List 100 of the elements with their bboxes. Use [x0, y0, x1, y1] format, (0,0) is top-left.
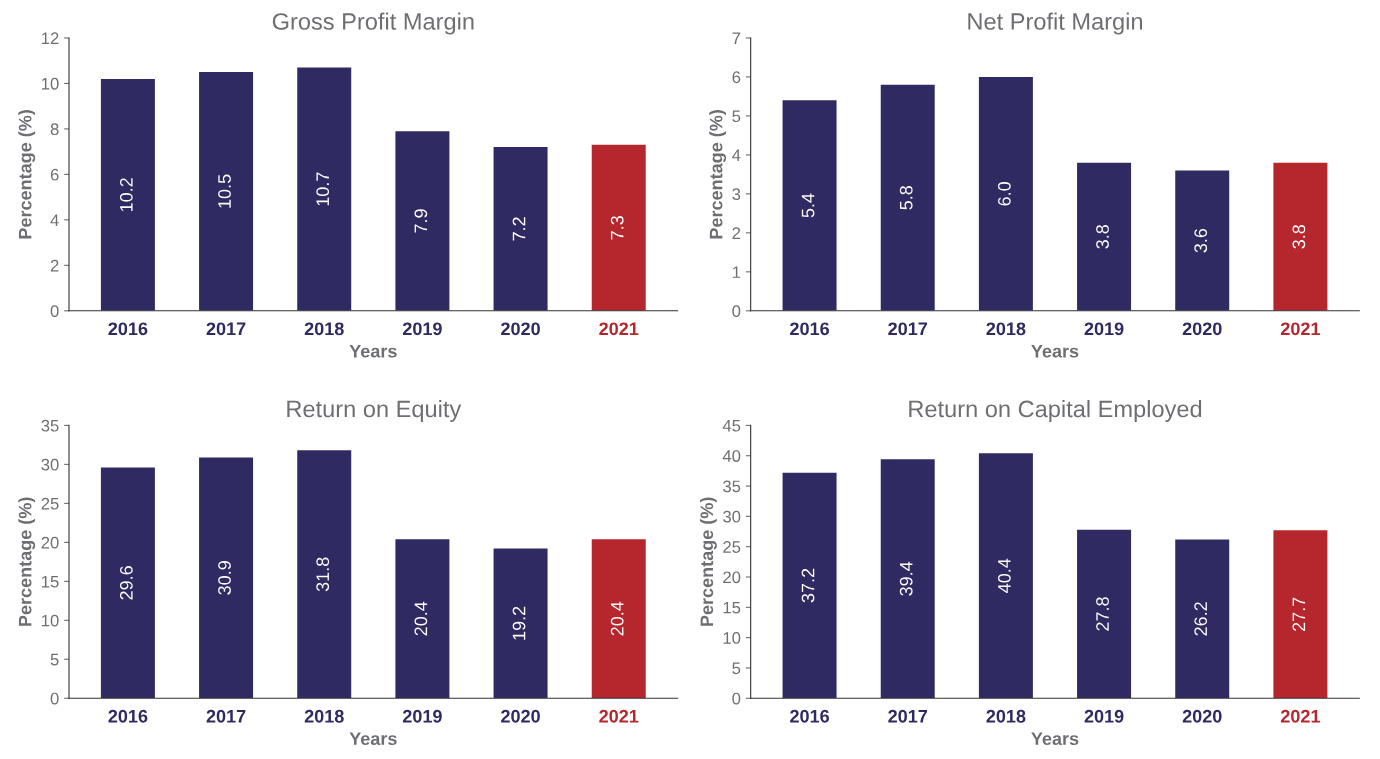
bar	[493, 147, 548, 311]
y-tick-label: 5	[732, 110, 741, 123]
bar	[1273, 530, 1328, 699]
y-tick-label: 2	[732, 227, 741, 239]
x-axis-title: Years	[1031, 344, 1079, 358]
y-tick-label: 8	[50, 123, 59, 136]
y-tick-label: 6	[732, 71, 741, 84]
y-tick-label: 20	[41, 536, 59, 549]
y-tick-label: 30	[41, 458, 59, 471]
x-tick-label: 2017	[888, 709, 928, 723]
bar	[395, 539, 450, 699]
data-label: 5.4	[801, 193, 815, 218]
data-label: 3.6	[1194, 228, 1208, 253]
y-tick-label: 1	[732, 266, 741, 278]
data-label: 10.5	[218, 174, 231, 208]
data-label: 5.8	[899, 186, 913, 210]
y-tick-label: 45	[722, 419, 741, 432]
x-tick-label: 2021	[599, 709, 639, 723]
x-axis-title: Years	[349, 344, 397, 358]
x-tick-label: 2021	[1280, 709, 1320, 723]
x-tick-label: 2016	[108, 709, 148, 723]
data-label: 40.4	[997, 558, 1011, 593]
y-tick-label: 35	[41, 419, 59, 432]
y-tick-label: 25	[723, 541, 741, 553]
data-label: 20.4	[414, 601, 428, 636]
data-label: 27.8	[1096, 597, 1109, 631]
bar	[782, 472, 837, 699]
data-label: 27.7	[1292, 597, 1306, 631]
y-tick-label: 4	[732, 149, 741, 161]
bar	[782, 100, 837, 311]
x-tick-label: 2020	[501, 322, 540, 336]
data-label: 7.2	[512, 217, 526, 241]
y-tick-label: 20	[723, 571, 741, 584]
x-axis-title: Years	[349, 732, 397, 746]
bar	[880, 459, 935, 699]
y-tick-label: 0	[732, 305, 741, 318]
y-tick-label: 15	[42, 575, 59, 588]
x-tick-label: 2020	[1182, 322, 1222, 336]
x-tick-label: 2020	[1182, 709, 1222, 723]
x-tick-label: 2020	[501, 709, 540, 723]
bar	[591, 144, 646, 311]
bar	[100, 78, 155, 311]
bar	[591, 539, 646, 699]
data-label: 20.4	[610, 601, 624, 636]
data-label: 31.8	[316, 557, 330, 592]
data-label: 3.8	[1292, 224, 1306, 249]
chart-title: Return on Equity	[287, 399, 462, 422]
y-axis-title: Percentage (%)	[18, 497, 36, 626]
y-tick-label: 10	[42, 77, 59, 90]
bar	[199, 457, 254, 699]
bar	[493, 548, 548, 699]
y-tick-label: 5	[50, 653, 59, 666]
x-tick-label: 2019	[1084, 322, 1124, 336]
data-label: 19.2	[512, 606, 526, 640]
x-tick-label: 2019	[1084, 709, 1124, 723]
x-tick-label: 2016	[108, 322, 148, 336]
y-tick-label: 5	[732, 662, 741, 675]
x-tick-label: 2018	[304, 709, 344, 723]
y-tick-label: 35	[723, 480, 741, 493]
chart-title: Gross Profit Margin	[272, 12, 474, 35]
bar	[297, 67, 352, 311]
y-tick-label: 15	[723, 601, 741, 614]
data-label: 6.0	[997, 182, 1011, 206]
y-tick-label: 0	[50, 305, 59, 318]
y-tick-label: 40	[722, 450, 741, 462]
data-label: 10.2	[119, 178, 133, 212]
data-label: 3.8	[1096, 224, 1109, 249]
data-label: 7.9	[414, 209, 428, 233]
data-label: 7.3	[610, 216, 624, 240]
x-tick-label: 2018	[986, 322, 1026, 336]
data-label: 39.4	[899, 561, 913, 596]
x-tick-label: 2017	[888, 322, 928, 336]
y-tick-label: 12	[42, 32, 59, 44]
x-tick-label: 2016	[790, 322, 829, 336]
bar	[297, 450, 352, 699]
chart-title: Net Profit Margin	[968, 12, 1143, 35]
x-tick-label: 2016	[790, 709, 829, 723]
bar	[1273, 162, 1328, 311]
x-tick-label: 2019	[402, 322, 442, 336]
data-label: 30.9	[218, 561, 231, 595]
bar	[978, 76, 1033, 311]
bar	[100, 467, 155, 699]
y-tick-label: 0	[732, 692, 741, 705]
x-tick-label: 2021	[599, 322, 639, 336]
y-tick-label: 10	[723, 632, 741, 644]
x-tick-label: 2021	[1280, 322, 1320, 336]
x-tick-label: 2017	[206, 709, 246, 723]
bar	[1175, 539, 1230, 699]
chart-title: Return on Capital Employed	[909, 399, 1202, 422]
y-tick-label: 4	[50, 214, 59, 226]
bar	[199, 72, 254, 311]
y-axis-title: Percentage (%)	[709, 110, 727, 239]
y-tick-label: 3	[732, 188, 741, 201]
x-tick-label: 2018	[304, 322, 344, 336]
y-tick-label: 25	[41, 497, 59, 510]
data-label: 37.2	[801, 568, 815, 603]
x-tick-label: 2018	[986, 709, 1026, 723]
bar	[978, 453, 1033, 699]
bar	[395, 131, 450, 311]
bar	[1077, 162, 1132, 311]
